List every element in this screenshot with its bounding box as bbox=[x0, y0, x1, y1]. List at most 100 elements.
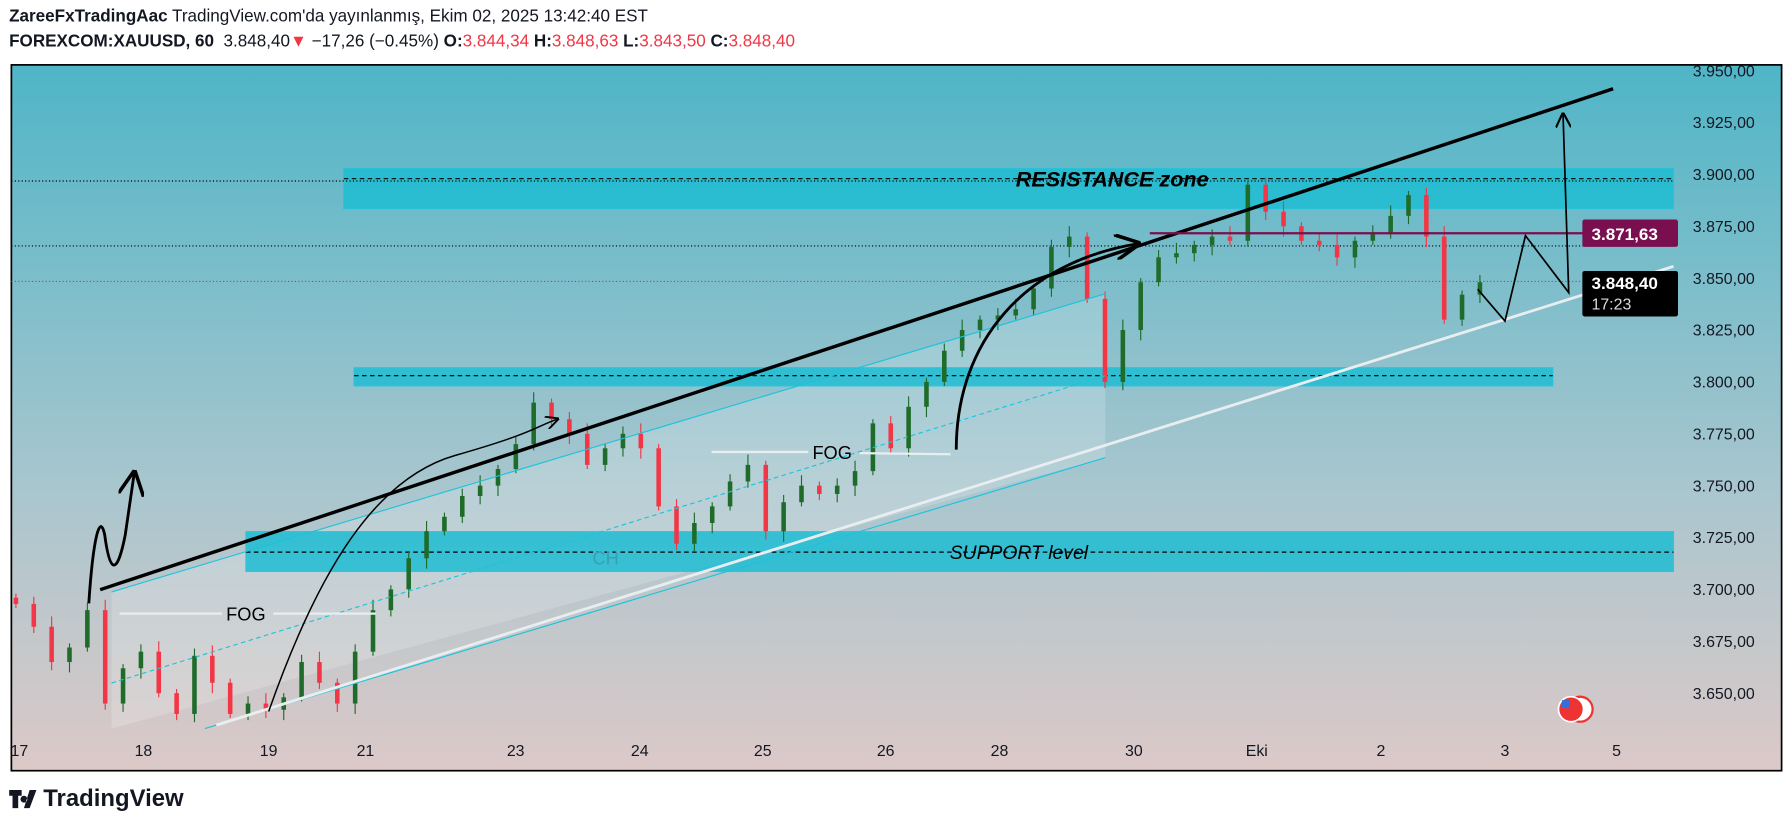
logo-text: TradingView bbox=[43, 785, 184, 812]
y-tick-label: 3.900,00 bbox=[1693, 167, 1755, 184]
y-tick-label: 3.750,00 bbox=[1693, 478, 1755, 495]
symbol[interactable]: FOREXCOM:XAUUSD, 60 bbox=[9, 31, 215, 52]
low-value: 3.843,50 bbox=[639, 31, 706, 52]
candle-body bbox=[1263, 184, 1268, 212]
candle-body bbox=[1049, 246, 1054, 289]
y-tick-label: 3.950,00 bbox=[1693, 63, 1755, 80]
candle-body bbox=[1281, 211, 1286, 227]
candle-body bbox=[138, 651, 144, 669]
candle-body bbox=[1156, 257, 1161, 283]
candle-body bbox=[299, 662, 304, 698]
down-arrow-icon: ▼ bbox=[290, 31, 307, 52]
candle-body bbox=[1031, 288, 1036, 310]
high-value: 3.848,63 bbox=[551, 31, 619, 52]
candle-body bbox=[67, 647, 72, 663]
channel-upper-line bbox=[111, 293, 1106, 593]
candle-body bbox=[459, 496, 465, 517]
candle-body bbox=[1191, 244, 1197, 254]
candle-body bbox=[1406, 195, 1411, 216]
x-tick-label: 5 bbox=[1612, 743, 1621, 760]
candle-body bbox=[620, 433, 626, 449]
x-tick-label: 3 bbox=[1501, 743, 1510, 760]
support-trendline bbox=[215, 265, 1674, 727]
x-tick-label: 23 bbox=[507, 743, 525, 760]
y-tick-label: 3.675,00 bbox=[1693, 634, 1755, 651]
x-tick-label: 24 bbox=[631, 743, 649, 760]
candle-body bbox=[1316, 240, 1322, 245]
x-tick-label: 18 bbox=[135, 743, 153, 760]
tradingview-logo[interactable]: TradingView bbox=[9, 785, 184, 812]
curved-arrow-2 bbox=[954, 244, 1138, 450]
x-tick-label: 17 bbox=[10, 743, 28, 760]
open-value: 3.844,34 bbox=[462, 31, 530, 52]
y-tick-label: 3.875,00 bbox=[1693, 219, 1755, 236]
bar-countdown: 17:23 bbox=[1591, 297, 1631, 314]
channel-fill bbox=[111, 293, 1106, 729]
candle-body bbox=[1424, 195, 1429, 237]
y-tick-label: 3.700,00 bbox=[1693, 582, 1755, 599]
y-tick-label: 3.725,00 bbox=[1693, 530, 1755, 547]
candle-body bbox=[1174, 253, 1179, 258]
open-label: O: bbox=[443, 31, 463, 52]
y-tick-label: 3.825,00 bbox=[1693, 323, 1755, 340]
candle-body bbox=[370, 610, 376, 652]
x-tick-label: 26 bbox=[877, 743, 895, 760]
x-tick-label: 25 bbox=[754, 743, 772, 760]
candle-body bbox=[192, 655, 197, 714]
mid-zone bbox=[353, 367, 1554, 387]
candle-body bbox=[120, 668, 126, 704]
channel-mid-line bbox=[111, 375, 1106, 684]
candle-body bbox=[1245, 184, 1251, 241]
candle-body bbox=[1370, 232, 1376, 241]
fog-line-2b bbox=[859, 451, 951, 456]
last-price: 3.848,40 bbox=[223, 31, 291, 52]
candle-body bbox=[745, 464, 751, 482]
y-tick-label: 3.650,00 bbox=[1693, 686, 1755, 703]
candle-body bbox=[1084, 236, 1090, 299]
marked-level-badge bbox=[1582, 219, 1679, 247]
candle-body bbox=[852, 471, 858, 486]
tv-logo-icon bbox=[9, 790, 37, 809]
candle-body bbox=[1013, 309, 1019, 316]
author-name[interactable]: ZareeFxTradingAac bbox=[9, 6, 168, 27]
resistance-label: RESISTANCE zone bbox=[1016, 167, 1209, 192]
candle-body bbox=[567, 419, 572, 434]
candle-body bbox=[495, 469, 501, 486]
marked-level-price: 3.871,63 bbox=[1591, 225, 1657, 244]
high-label: H: bbox=[533, 31, 552, 52]
candle-body bbox=[763, 464, 769, 532]
fog-label-1: FOG bbox=[226, 604, 265, 624]
candle-body bbox=[602, 448, 608, 465]
fog-label-2: FOG bbox=[812, 443, 851, 463]
projection-zigzag-arrow bbox=[1476, 114, 1569, 323]
low-label: L: bbox=[623, 31, 640, 52]
candle-body bbox=[1477, 282, 1483, 295]
candle-body bbox=[549, 402, 554, 420]
candle-body bbox=[13, 597, 19, 604]
candle-body bbox=[227, 682, 233, 714]
candle-body bbox=[317, 662, 322, 683]
candle-body bbox=[1102, 298, 1108, 382]
candle-body bbox=[834, 485, 840, 494]
ch-label: CH bbox=[592, 549, 618, 569]
candle-body bbox=[817, 485, 822, 494]
x-tick-label: 2 bbox=[1376, 743, 1385, 760]
x-tick-label: Eki bbox=[1246, 743, 1268, 760]
candle-body bbox=[352, 651, 358, 704]
candle-body bbox=[674, 506, 679, 544]
candle-body bbox=[1209, 236, 1215, 245]
candle-body bbox=[85, 610, 90, 648]
candle-body bbox=[638, 433, 644, 449]
candle-body bbox=[102, 610, 108, 704]
candle-body bbox=[888, 423, 894, 449]
current-price-badge bbox=[1582, 270, 1679, 317]
y-tick-label: 3.800,00 bbox=[1693, 375, 1755, 392]
candle-body bbox=[656, 448, 661, 507]
candle-body bbox=[406, 558, 411, 590]
candle-body bbox=[995, 315, 1001, 320]
candle-body bbox=[245, 703, 251, 714]
candle-body bbox=[477, 485, 483, 497]
x-tick-label: 19 bbox=[260, 743, 278, 760]
